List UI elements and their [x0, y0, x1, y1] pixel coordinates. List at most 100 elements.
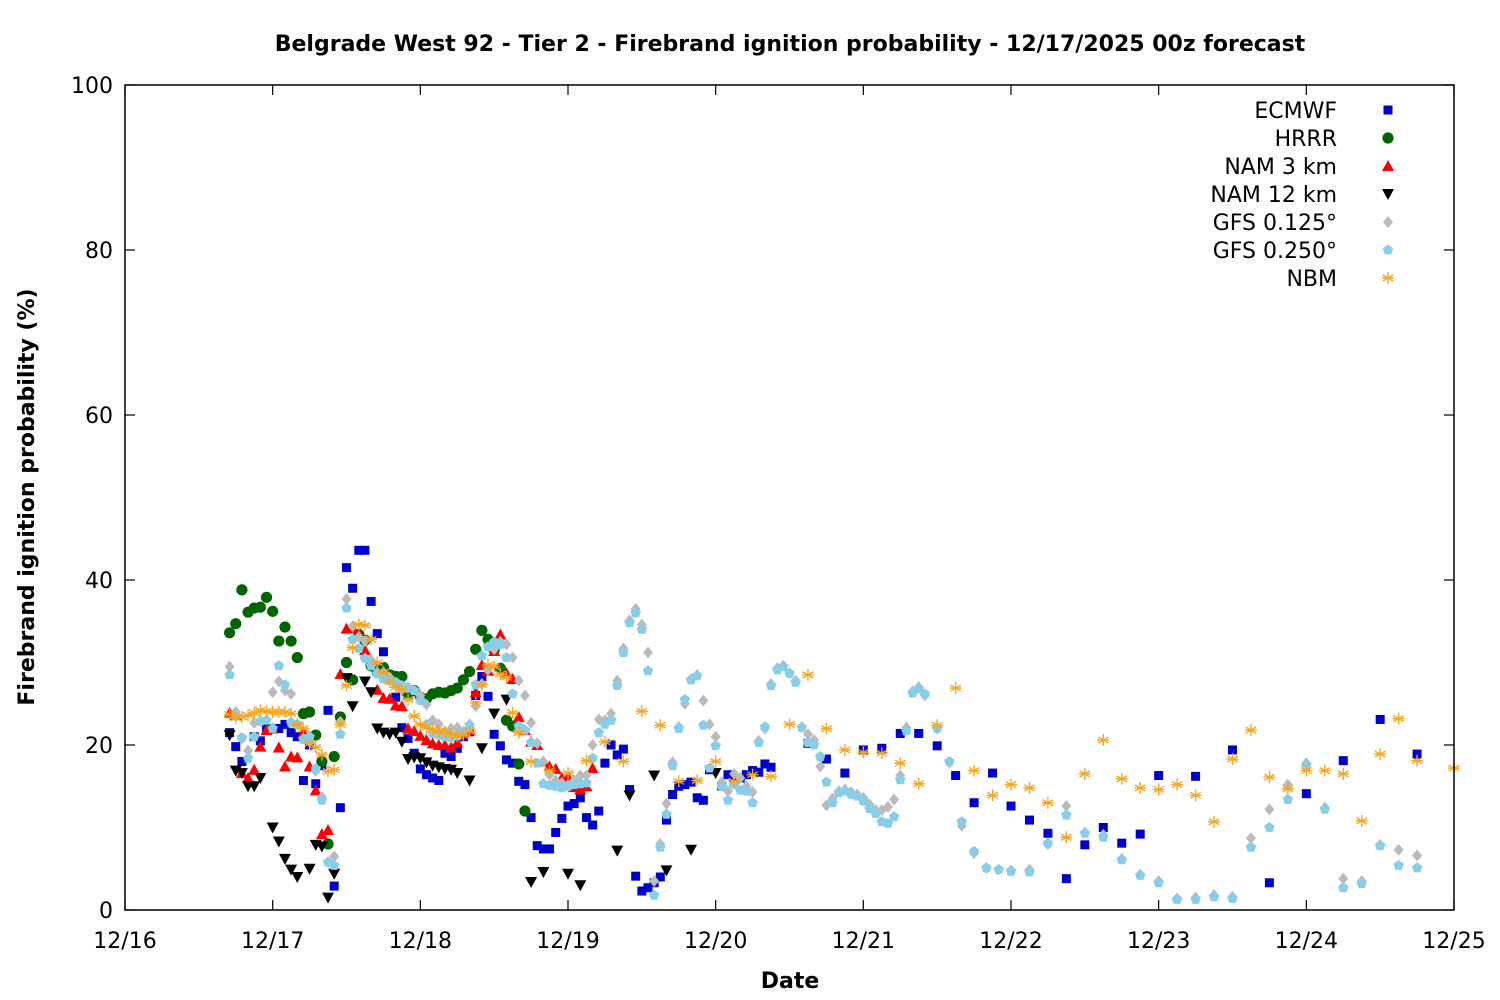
data-point [598, 735, 611, 748]
data-point [969, 798, 979, 808]
series-gfs-0-250- [224, 602, 1423, 904]
data-point [348, 583, 358, 593]
data-point [285, 707, 298, 720]
data-point [704, 762, 715, 773]
data-point [428, 773, 438, 783]
data-point [328, 750, 340, 763]
data-point [1264, 822, 1275, 832]
data-point [606, 740, 616, 750]
data-point [249, 716, 260, 729]
data-point [993, 864, 1004, 874]
data-point [912, 777, 925, 790]
data-point [340, 673, 353, 685]
data-point [445, 741, 458, 753]
data-point [346, 641, 359, 654]
data-point [483, 691, 493, 701]
data-point [389, 727, 402, 739]
data-point [1338, 872, 1349, 885]
data-point [415, 764, 425, 774]
data-point [660, 865, 673, 877]
data-point [464, 719, 475, 730]
data-point [728, 775, 741, 788]
data-point [224, 660, 235, 673]
data-point [636, 624, 648, 634]
data-point [475, 743, 488, 755]
data-point [1061, 874, 1071, 884]
legend-label: NAM 12 km [1210, 183, 1337, 208]
data-point [635, 705, 648, 718]
data-point [291, 872, 304, 883]
data-point [562, 868, 574, 880]
data-point [260, 591, 273, 603]
data-point [949, 682, 962, 695]
data-point [1060, 831, 1073, 844]
data-point [988, 768, 998, 778]
data-point [1190, 893, 1201, 904]
data-point [858, 795, 869, 806]
data-point [981, 862, 992, 873]
data-point [457, 674, 470, 686]
data-point [1023, 781, 1036, 794]
data-point [1411, 862, 1423, 873]
data-point [611, 845, 624, 857]
data-point [322, 838, 334, 850]
data-point [408, 724, 421, 736]
data-point [1393, 860, 1404, 870]
data-point [476, 650, 488, 661]
data-point [266, 822, 279, 834]
data-point [1412, 749, 1422, 759]
data-point [581, 777, 592, 788]
data-point [574, 783, 587, 795]
data-point [340, 656, 353, 669]
series-ecmwf [225, 545, 1422, 896]
data-point [242, 772, 255, 783]
data-point [452, 743, 462, 753]
data-point [586, 762, 599, 774]
data-point [790, 676, 801, 687]
data-point [1374, 840, 1386, 851]
plot-frame [124, 84, 1455, 911]
data-point [588, 820, 598, 830]
data-point [1134, 781, 1147, 794]
data-point [315, 841, 328, 853]
data-point [507, 688, 518, 699]
data-point [286, 687, 297, 700]
data-point [235, 768, 248, 780]
data-point [815, 760, 826, 773]
data-point [686, 777, 696, 787]
data-point [1392, 712, 1405, 725]
data-point [661, 797, 672, 810]
data-point [600, 758, 610, 768]
data-point [815, 751, 826, 761]
data-point [557, 813, 567, 823]
data-point [722, 794, 734, 805]
data-point [575, 769, 586, 782]
data-point [1301, 789, 1311, 799]
data-point [395, 736, 408, 748]
data-point [1006, 801, 1016, 811]
data-point [1411, 754, 1424, 767]
data-point [248, 781, 261, 793]
y-axis-label: Firebrand ignition probability (%) [15, 288, 40, 705]
data-point [888, 811, 900, 822]
data-point [278, 853, 291, 865]
data-point [649, 875, 660, 888]
data-point [420, 757, 433, 769]
data-point [648, 770, 661, 782]
data-point [537, 867, 550, 879]
data-point [1355, 814, 1368, 827]
data-point [580, 754, 593, 767]
data-point [631, 871, 641, 881]
data-point [716, 780, 728, 791]
data-point [440, 748, 450, 758]
data-point [421, 770, 431, 780]
data-point [637, 886, 647, 896]
data-point [494, 628, 507, 640]
data-point [243, 744, 254, 757]
data-point [587, 739, 598, 751]
data-point [309, 784, 322, 796]
data-point [827, 797, 838, 808]
data-point [231, 742, 241, 752]
data-point [574, 880, 587, 892]
data-point [1135, 829, 1145, 839]
